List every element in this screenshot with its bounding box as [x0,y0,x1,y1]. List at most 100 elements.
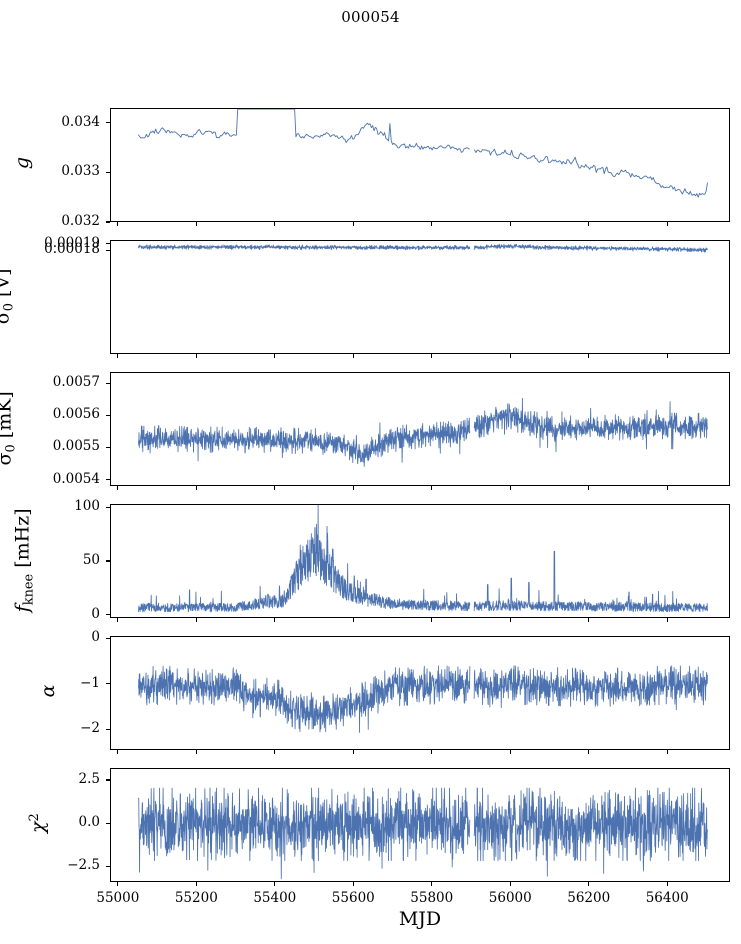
plot-panel-chi2 [110,768,730,882]
y-tick-mark [106,382,110,384]
y-tick-mark [106,614,110,616]
x-tick-mark [666,486,668,490]
y-axis-label-alpha: α [37,684,59,698]
x-tick-mark [274,750,276,754]
x-tick-label: 55400 [253,890,297,906]
x-tick-mark [588,750,590,754]
x-tick-mark [117,222,119,226]
trace-gain [138,109,708,198]
x-tick-mark [274,354,276,358]
y-tick-mark [106,446,110,449]
y-tick-label: 0.034 [61,113,100,130]
x-tick-label: 56000 [488,890,532,906]
trace-segment [473,397,708,453]
trace-sigma0_volts [138,243,708,253]
y-tick-mark [106,865,110,868]
y-tick-mark [106,249,110,251]
x-tick-mark [274,882,276,886]
x-tick-mark [117,486,119,490]
x-tick-mark [274,618,276,622]
trace-f_knee [138,505,708,613]
y-tick-mark [106,728,110,731]
y-tick-label: −1 [80,674,100,691]
y-tick-mark [106,478,110,481]
y-axis-label-sigma0_mK: σ0 [mK] [0,391,19,465]
x-tick-mark [588,618,590,622]
y-tick-mark [106,122,110,124]
trace-segment [473,787,708,877]
x-tick-mark [431,750,433,754]
x-tick-label: 55800 [410,890,454,906]
x-tick-mark [352,618,354,622]
y-tick-label: 0.0 [78,814,100,831]
x-tick-mark [117,618,119,622]
y-axis-label-chi2: χ2 [26,813,50,833]
x-tick-mark [352,486,354,490]
trace-segment [473,665,708,711]
x-tick-mark [509,750,511,754]
y-tick-mark [106,506,110,508]
x-tick-mark [117,354,119,358]
figure-title: 000054 [341,8,400,26]
x-tick-label: 55000 [96,890,140,906]
y-tick-mark [106,779,110,781]
trace-chi_squared [138,787,708,880]
x-tick-label: 55600 [331,890,375,906]
x-tick-mark [666,750,668,754]
y-tick-label: 0.00019 [44,234,100,251]
plot-panel-alpha [110,636,730,750]
plot-panel-sigma0_mK [110,372,730,486]
x-axis-label: MJD [398,908,442,930]
y-tick-label: 0.0054 [52,470,100,487]
trace-segment [474,148,708,198]
y-tick-mark [106,637,110,639]
y-tick-label: 0.033 [61,163,100,180]
x-tick-mark [431,486,433,490]
y-axis-label-sigma0_V: σ0 [V] [0,268,17,324]
y-tick-label: 0 [91,629,100,646]
plot-panel-gain [110,108,730,222]
trace-alpha [138,665,708,733]
x-tick-mark [588,882,590,886]
x-tick-mark [195,882,197,886]
x-tick-label: 56200 [567,890,611,906]
x-tick-mark [352,750,354,754]
trace-segment [473,243,708,253]
x-tick-label: 55200 [174,890,218,906]
y-tick-label: 0.032 [61,213,100,229]
y-tick-label: 0 [91,605,100,622]
y-tick-mark [106,683,110,685]
x-tick-mark [588,486,590,490]
trace-segment [138,787,471,880]
y-tick-label: 0.00018 [44,241,100,258]
y-tick-label: 0.0057 [52,374,100,391]
x-tick-mark [352,354,354,358]
y-tick-mark [106,243,110,245]
x-tick-mark [195,486,197,490]
x-tick-mark [588,354,590,358]
trace-segment [138,505,471,613]
trace-segment [138,109,470,153]
y-tick-label: −2.5 [67,857,100,874]
y-tick-mark [106,221,110,223]
y-tick-label: 0.0055 [52,438,100,455]
x-tick-mark [431,354,433,358]
x-tick-mark [195,750,197,754]
x-tick-mark [117,750,119,754]
x-tick-mark [431,882,433,886]
trace-segment [138,665,471,733]
y-tick-mark [106,414,110,416]
x-tick-mark [431,222,433,226]
y-axis-label-fknee: fknee [mHz] [11,508,37,613]
trace-segment [138,244,471,251]
y-tick-label: 2.5 [78,771,100,788]
x-tick-mark [509,354,511,358]
x-tick-mark [666,222,668,226]
x-tick-mark [274,486,276,490]
x-tick-mark [509,222,511,226]
y-tick-label: 0.0056 [52,406,100,423]
plot-panel-fknee [110,504,730,618]
y-tick-label: 100 [74,498,100,515]
x-tick-mark [666,882,668,886]
